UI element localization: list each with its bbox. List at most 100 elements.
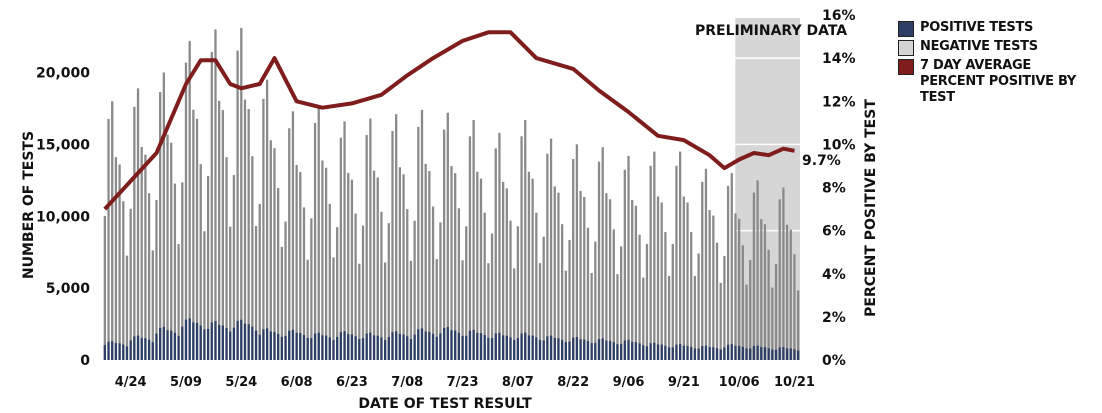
negative-test-bar xyxy=(254,226,258,360)
negative-test-bar xyxy=(277,187,280,360)
negative-test-bar xyxy=(616,274,619,360)
negative-test-bar xyxy=(428,170,431,360)
legend-swatch-percent xyxy=(898,59,914,75)
y-right-tick-label: 4% xyxy=(822,267,846,283)
negative-test-bar xyxy=(638,234,641,360)
positive-test-bar xyxy=(752,346,756,360)
negative-test-bar xyxy=(656,196,660,360)
positive-test-bar xyxy=(542,340,545,360)
positive-test-bar xyxy=(398,334,402,360)
positive-test-bar xyxy=(181,326,184,360)
positive-test-bar xyxy=(277,333,280,360)
negative-test-bar xyxy=(660,202,663,360)
positive-test-bar xyxy=(439,333,442,360)
positive-test-bar xyxy=(549,335,553,360)
positive-test-bar xyxy=(572,337,575,360)
positive-test-bar xyxy=(778,347,781,360)
negative-test-bar xyxy=(383,262,387,360)
positive-test-bar xyxy=(597,339,601,360)
positive-test-bar xyxy=(531,335,534,360)
positive-test-bar xyxy=(387,336,390,360)
negative-test-bar xyxy=(594,241,597,360)
negative-test-bar xyxy=(361,225,365,360)
negative-test-bar xyxy=(387,223,390,360)
negative-test-bar xyxy=(572,159,575,360)
negative-test-bar xyxy=(372,170,376,360)
negative-test-bar xyxy=(376,177,379,360)
positive-test-bar xyxy=(712,347,715,360)
negative-test-bar xyxy=(435,259,438,360)
positive-test-bar xyxy=(284,335,287,360)
negative-test-bar xyxy=(516,226,520,360)
positive-test-bar xyxy=(516,338,520,360)
negative-test-bar xyxy=(457,208,461,360)
negative-test-bar xyxy=(590,273,593,360)
positive-test-bar xyxy=(129,340,132,360)
negative-test-bar xyxy=(454,173,457,360)
positive-test-bar xyxy=(177,335,180,360)
positive-test-bar xyxy=(653,342,656,360)
negative-test-bar xyxy=(767,249,770,360)
positive-test-bar xyxy=(122,344,125,360)
negative-test-bar xyxy=(741,245,744,360)
negative-test-bar xyxy=(240,27,243,360)
y-axis-right-title: PERCENT POSITIVE BY TEST xyxy=(863,99,879,317)
positive-test-bar xyxy=(461,335,464,360)
positive-test-bar xyxy=(605,340,608,360)
x-axis-ticks: 4/24 5/09 5/24 6/08 6/23 7/08 7/23 8/07 8/22 9/06… xyxy=(115,375,815,390)
negative-test-bar xyxy=(295,165,298,360)
negative-test-bar xyxy=(531,178,534,360)
negative-test-bar xyxy=(642,277,645,360)
legend-item-percent: 7 DAY AVERAGE PERCENT POSITIVE BY TEST xyxy=(898,58,1098,106)
x-tick-label: 8/22 xyxy=(557,375,589,390)
negative-test-bar xyxy=(313,122,317,360)
negative-test-bar xyxy=(568,239,571,360)
negative-test-bar xyxy=(347,172,350,360)
negative-test-bar xyxy=(774,263,778,360)
negative-test-bar xyxy=(745,284,748,360)
positive-test-bar xyxy=(133,336,136,360)
negative-test-bar xyxy=(288,128,291,360)
positive-test-bar xyxy=(627,339,630,360)
positive-test-bar xyxy=(258,334,261,360)
negative-test-bar xyxy=(424,163,427,360)
x-axis-title: DATE OF TEST RESULT xyxy=(358,396,532,412)
negative-test-bar xyxy=(605,193,608,360)
y-right-tick-label: 14% xyxy=(822,51,856,67)
positive-test-bar xyxy=(487,337,490,360)
y-left-tick-label: 10,000 xyxy=(36,209,90,225)
negative-test-bar xyxy=(147,193,151,360)
positive-test-bar xyxy=(159,327,162,360)
negative-test-bar xyxy=(107,118,110,360)
positive-test-bar xyxy=(391,332,394,360)
positive-test-bar xyxy=(513,340,516,360)
negative-test-bar xyxy=(306,259,309,360)
positive-test-bar xyxy=(715,348,719,360)
negative-test-bar xyxy=(564,270,567,360)
positive-test-bar xyxy=(760,347,763,360)
x-tick-label: 6/08 xyxy=(281,375,313,390)
negative-test-bar xyxy=(369,118,372,360)
negative-test-bar xyxy=(125,255,129,360)
negative-test-bar xyxy=(324,167,328,360)
positive-test-bar xyxy=(476,332,479,360)
negative-test-bar xyxy=(417,126,420,360)
negative-test-bar xyxy=(575,144,579,360)
negative-test-bar xyxy=(513,268,516,360)
percent-positive-line xyxy=(103,30,795,211)
negative-test-bar xyxy=(789,229,792,360)
positive-test-bar xyxy=(402,334,405,360)
negative-test-bar xyxy=(708,210,711,360)
positive-test-bar xyxy=(417,329,420,360)
positive-test-bar xyxy=(199,325,202,360)
negative-test-bar xyxy=(144,154,147,360)
positive-test-bar xyxy=(206,328,210,360)
positive-test-bar xyxy=(409,338,413,360)
positive-test-bar xyxy=(136,335,140,360)
positive-test-bar xyxy=(797,350,800,360)
positive-test-bar xyxy=(306,337,309,360)
negative-test-bar xyxy=(409,260,413,360)
negative-test-bar xyxy=(785,224,789,360)
positive-test-bar xyxy=(170,330,173,360)
negative-test-bar xyxy=(258,203,261,360)
